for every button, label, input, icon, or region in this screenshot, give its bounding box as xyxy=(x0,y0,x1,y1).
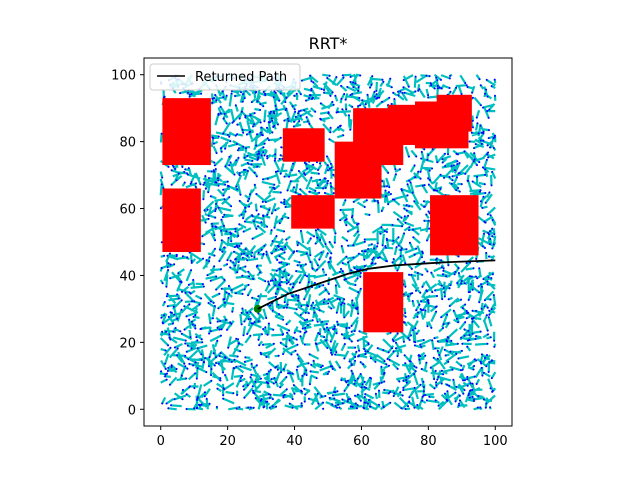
chart-title: RRT* xyxy=(309,34,348,53)
y-tick-label: 100 xyxy=(111,69,136,84)
x-tick-label: 80 xyxy=(420,434,437,449)
plot-frame xyxy=(143,57,513,427)
y-tick-label: 60 xyxy=(119,203,136,218)
obstacle-11 xyxy=(363,272,404,333)
x-tick-label: 0 xyxy=(157,434,165,449)
x-tick-label: 40 xyxy=(286,434,303,449)
obstacles xyxy=(162,94,479,333)
y-tick-label: 80 xyxy=(119,136,136,151)
y-tick-label: 40 xyxy=(119,269,136,284)
returned-path-layer xyxy=(253,259,496,313)
y-tick-label: 0 xyxy=(128,403,136,418)
x-tick-label: 100 xyxy=(483,434,508,449)
obstacle-1 xyxy=(162,98,211,166)
y-tick-label: 20 xyxy=(119,336,136,351)
legend: Returned Path xyxy=(149,63,301,91)
legend-box xyxy=(149,63,301,91)
returned-path-line xyxy=(257,259,496,310)
axis-ticks: 0 20 40 60 80 100 0 20 40 60 80 100 xyxy=(111,69,508,449)
obstacle-4 xyxy=(291,195,335,229)
legend-label: Returned Path xyxy=(195,70,287,85)
obstacle-3 xyxy=(282,128,325,162)
tree-node-bundle xyxy=(159,73,497,410)
tree-nodes xyxy=(159,73,497,410)
x-tick-label: 60 xyxy=(353,434,370,449)
x-tick-label: 20 xyxy=(219,434,236,449)
obstacle-10 xyxy=(430,195,479,256)
obstacle-9 xyxy=(436,94,472,132)
obstacle-2 xyxy=(162,188,201,253)
